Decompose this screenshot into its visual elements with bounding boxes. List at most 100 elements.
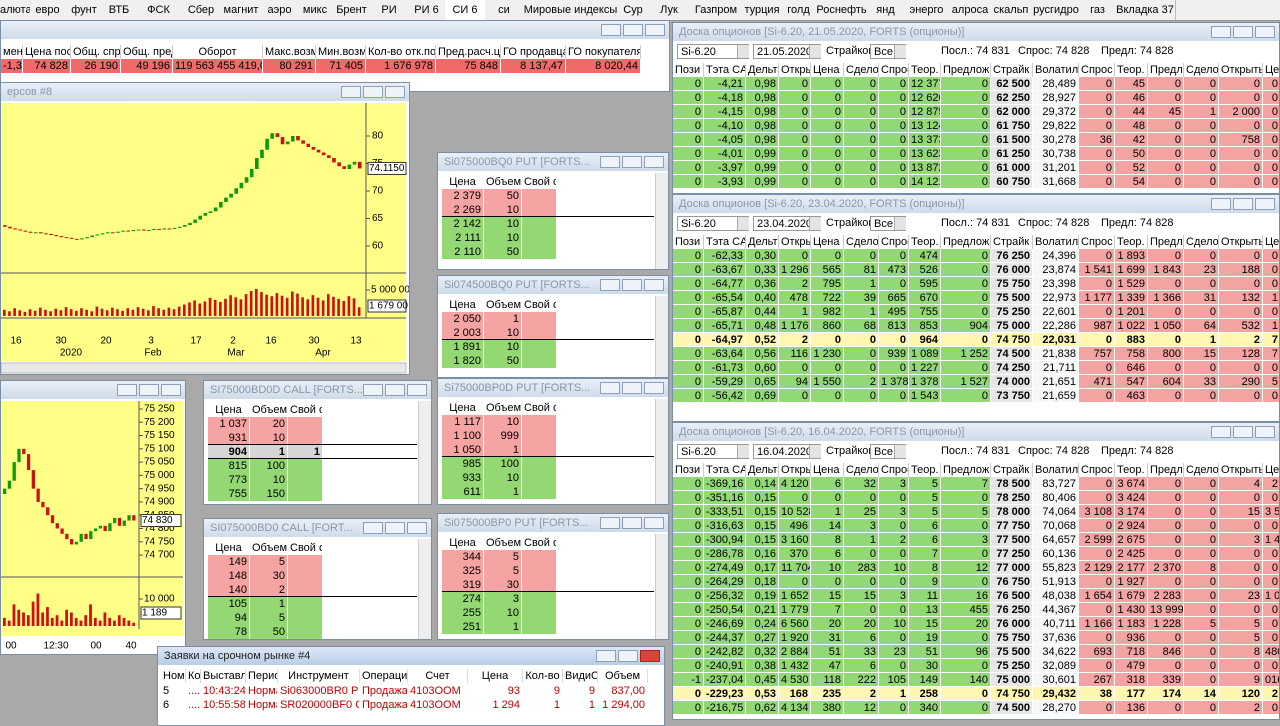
window-button[interactable] xyxy=(600,156,620,168)
window-button[interactable] xyxy=(622,156,642,168)
cell: 74 500 xyxy=(991,701,1033,715)
cell: 1 252 xyxy=(941,347,991,361)
window-button[interactable] xyxy=(363,522,383,534)
cell: Цена п xyxy=(811,63,844,77)
dropdown[interactable]: 16.04.2020 xyxy=(753,444,821,459)
window-button[interactable] xyxy=(385,86,405,98)
tab[interactable]: аэро xyxy=(262,0,298,20)
window-button[interactable] xyxy=(1211,426,1231,438)
tab[interactable]: ВТБ xyxy=(103,0,136,20)
tab[interactable]: СИ 6 xyxy=(445,0,486,20)
dropdown[interactable]: Si-6.20 xyxy=(677,444,749,459)
tab[interactable]: русгидро xyxy=(1032,0,1081,20)
cell: 140 xyxy=(941,673,991,687)
cell: 0 xyxy=(673,631,704,645)
volume-bar xyxy=(132,622,135,626)
window-button[interactable] xyxy=(407,384,427,396)
cell: 44 xyxy=(1115,105,1148,119)
window-button[interactable] xyxy=(645,24,665,36)
window-button[interactable] xyxy=(161,384,181,396)
tab[interactable]: голд xyxy=(782,0,816,20)
window-button[interactable] xyxy=(363,86,383,98)
tab[interactable]: ФСК xyxy=(135,0,183,20)
tab[interactable]: си xyxy=(485,0,524,20)
tab[interactable]: магнит xyxy=(220,0,263,20)
window-button[interactable] xyxy=(623,24,643,36)
window-button[interactable] xyxy=(1255,26,1275,38)
window-button[interactable] xyxy=(1233,26,1253,38)
cell: 0 xyxy=(673,319,704,333)
window-button[interactable] xyxy=(600,279,620,291)
tab[interactable]: Брент xyxy=(333,0,371,20)
window-button[interactable] xyxy=(1255,426,1275,438)
tab[interactable]: Вкладка 37 xyxy=(1115,0,1176,20)
cell: 1 676 978 xyxy=(366,59,436,73)
tab[interactable]: янд xyxy=(868,0,904,20)
dropdown[interactable]: Si-6.20 xyxy=(677,216,749,231)
tab[interactable]: газ xyxy=(1080,0,1116,20)
window-button[interactable] xyxy=(618,650,638,662)
tab[interactable]: евро xyxy=(30,0,66,20)
window-button[interactable] xyxy=(601,24,621,36)
window-button[interactable] xyxy=(644,382,664,394)
tab[interactable]: Сбер xyxy=(182,0,221,20)
tab[interactable]: Роснефть xyxy=(815,0,869,20)
window-button[interactable] xyxy=(622,279,642,291)
tab[interactable]: Мировые индексы xyxy=(523,0,619,20)
window-button[interactable] xyxy=(622,382,642,394)
window-button[interactable] xyxy=(644,279,664,291)
window-button[interactable] xyxy=(139,384,159,396)
cell: 75 250 xyxy=(991,659,1033,673)
window-button[interactable] xyxy=(117,384,137,396)
tab[interactable]: алюта xyxy=(0,0,31,20)
dropdown[interactable]: 21.05.2020 xyxy=(753,44,821,59)
window-button[interactable] xyxy=(1255,198,1275,210)
window-button[interactable] xyxy=(385,522,405,534)
cell: Норма. xyxy=(246,684,278,698)
window-button[interactable] xyxy=(1233,426,1253,438)
candle xyxy=(127,515,131,521)
window-button[interactable] xyxy=(385,384,405,396)
price-box xyxy=(140,606,182,620)
tab[interactable]: микс xyxy=(297,0,334,20)
tab[interactable]: Лук xyxy=(648,0,691,20)
window-button[interactable] xyxy=(596,650,616,662)
cell: 532 xyxy=(1219,319,1263,333)
window-button[interactable] xyxy=(640,650,660,662)
tab[interactable]: скальп xyxy=(990,0,1033,20)
cell: 0 xyxy=(1148,277,1184,291)
window-button[interactable] xyxy=(644,156,664,168)
cell: -63,67 xyxy=(704,263,746,277)
window-button[interactable] xyxy=(1211,198,1231,210)
window-button[interactable] xyxy=(1233,198,1253,210)
cell: 0 xyxy=(1148,631,1184,645)
tab[interactable]: фунт xyxy=(65,0,104,20)
cell: 10 xyxy=(250,431,288,445)
tab[interactable]: Газпром xyxy=(690,0,743,20)
dropdown[interactable]: 23.04.2020 xyxy=(753,216,821,231)
tab[interactable]: РИ 6 xyxy=(408,0,446,20)
tab[interactable]: энерго xyxy=(903,0,951,20)
chart-bg xyxy=(1,103,406,361)
cell: Оборот xyxy=(173,45,263,59)
window-button[interactable] xyxy=(341,86,361,98)
window-button[interactable] xyxy=(407,522,427,534)
window-button[interactable] xyxy=(644,517,664,529)
window-button[interactable] xyxy=(1211,26,1231,38)
cell: 2 379 xyxy=(442,189,484,203)
volume-bar xyxy=(18,310,22,316)
dropdown[interactable]: Si-6.20 xyxy=(677,44,749,59)
cell: 0 xyxy=(1184,645,1219,659)
window-button[interactable] xyxy=(363,384,383,396)
tab[interactable]: РИ xyxy=(370,0,409,20)
tab[interactable]: турция xyxy=(742,0,783,20)
window-button[interactable] xyxy=(600,517,620,529)
cell: 0 xyxy=(941,263,991,277)
tab[interactable]: Сур xyxy=(618,0,649,20)
window-button[interactable] xyxy=(600,382,620,394)
cell: 140 xyxy=(208,583,250,597)
cell: 0 xyxy=(673,147,704,161)
window-button[interactable] xyxy=(622,517,642,529)
cell: 0 xyxy=(879,603,909,617)
tab[interactable]: алроса xyxy=(950,0,991,20)
